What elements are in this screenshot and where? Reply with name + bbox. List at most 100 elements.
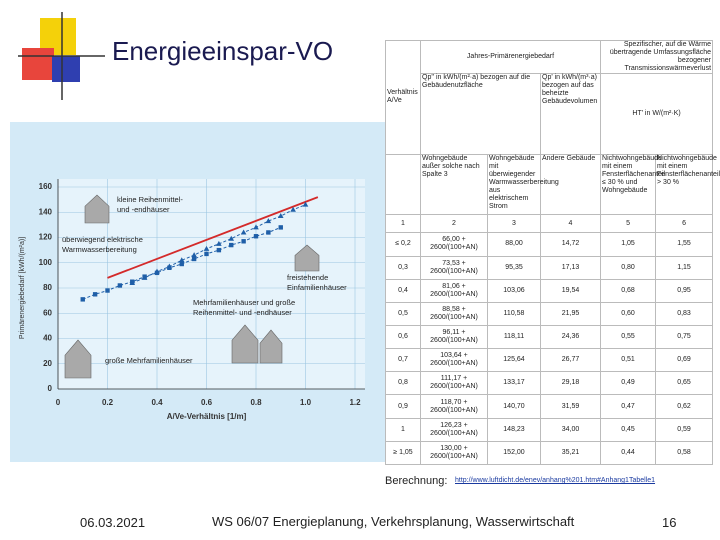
marker [92,292,98,297]
table-cell: 0,4 [385,278,421,303]
table-cell: 0,65 [655,371,714,396]
annotation: Reihenmittel- und -endhäuser [193,308,292,317]
marker [204,251,209,257]
table-cell: Wohngebäude außer solche nach Spalte 3 [420,153,488,216]
table-cell: 66,00 + 2600/(100+AN) [420,232,488,257]
table-cell: 0,80 [600,255,657,280]
table-cell: 0,68 [600,278,657,303]
annotation: Einfamilienhäuser [287,283,347,292]
table-cell: 73,53 + 2600/(100+AN) [420,255,488,280]
annotation: freistehende [287,273,328,282]
table-cell: 2 [420,214,488,234]
y-tick-label: 0 [48,384,53,393]
x-axis-label: A/Ve-Verhältnis [1/m] [167,412,247,421]
table-cell: 1,15 [655,255,714,280]
table-row: 0,3 73,53 + 2600/(100+AN) 95,35 17,13 0,80 1,… [385,255,714,280]
table-cell: 0,3 [385,255,421,280]
date: 06.03.2021 [80,515,146,530]
table-cell: 126,23 + 2600/(100+AN) [420,417,488,442]
table-row: ≤ 0,2 66,00 + 2600/(100+AN) 88,00 14,72 1,05… [385,232,714,257]
table-cell: 24,36 [539,324,602,350]
table-cell: Andere Gebäude [539,153,602,216]
marker [241,239,246,244]
table-cell: 140,70 [487,394,541,419]
annotation: überwiegend elektrische [62,235,143,244]
marker [266,230,271,235]
x-tick-label: 0 [56,398,61,407]
table-cell: Verhältnis A/Ve [385,40,421,155]
y-tick-label: 120 [39,233,53,242]
table-cell: 0,47 [600,394,657,419]
marker [229,242,234,248]
table-row: 0,4 81,06 + 2600/(100+AN) 103,06 19,54 0,68 0… [385,278,714,303]
table: Verhältnis A/Ve Jahres-Primärenergiebedar… [385,39,720,466]
annotation: große Mehrfamilienhäuser [105,356,193,365]
table-cell: 0,55 [600,324,657,350]
table-cell: 1 [385,214,421,234]
table-cell: 1 [385,417,421,442]
table-cell: 81,06 + 2600/(100+AN) [420,278,488,303]
table-row: ≥ 1,05 130,00 + 2600/(100+AN) 152,00 35,21 0… [385,440,714,466]
table-cell: Wohngebäude mit überwiegender Warmwasser… [487,153,559,216]
table-cell: 0,44 [600,440,657,466]
marker [228,235,235,241]
table-cell: 3 [487,214,541,234]
table-cell: 21,95 [539,301,602,326]
house-icon [294,244,320,272]
table-cell: Nichtwohngebäude mit einem Fensterfläche… [655,153,720,216]
table-cell: 0,8 [385,371,421,396]
table-row: 0,7 103,64 + 2600/(100+AN) 125,64 26,77 0,51… [385,348,714,373]
marker [80,297,85,302]
marker [302,201,309,207]
y-tick-label: 40 [43,334,52,343]
table-cell: 19,54 [539,278,602,303]
slide-title: Energieeinspar-VO [112,36,334,66]
marker [216,247,222,253]
marker [154,270,160,276]
table-cell: 0,45 [600,417,657,442]
house-icon [84,194,110,224]
table-cell: 0,62 [655,394,714,419]
table-cell: 110,58 [487,301,541,326]
footer: WS 06/07 Energieplanung, Verkehrsplanung… [212,514,575,529]
y-axis-label: Primärenergiebedarf [kWh/(m²a)] [19,237,26,339]
source-link[interactable]: http://www.luftdicht.de/enev/anhang%201.… [455,477,656,484]
marker [253,224,259,230]
marker [105,288,110,293]
table-cell: Nichtwohngebäude mit einem Fensterfläche… [600,153,665,216]
table-cell: 133,17 [487,371,541,396]
house-icon [64,339,92,379]
table-row: 0,8 111,17 + 2600/(100+AN) 133,17 29,18 0,49… [385,371,714,396]
house-icon [231,324,259,364]
table-cell: 103,64 + 2600/(100+AN) [420,348,488,373]
marker [216,240,222,246]
house-icon [259,329,283,364]
marker [265,218,272,224]
page-number: 16 [662,515,677,530]
table-cell: 34,00 [539,417,602,442]
table-cell: 26,77 [539,348,602,373]
table-cell: 0,58 [655,440,714,466]
y-tick-label: 60 [43,308,52,317]
marker [130,279,135,284]
table-cell: Qp' in kWh/(m³·a) bezogen auf das beheiz… [539,73,602,155]
annotation: Warmwasserbereitung [62,245,137,254]
table-cell: 1,05 [600,232,657,257]
table-cell: 0,75 [655,324,714,350]
table-cell: 0,6 [385,324,421,350]
table-cell: 35,21 [539,440,602,466]
table-row: Wohngebäude außer solche nach Spalte 3 Wo… [385,153,720,216]
marker [191,256,197,262]
table-cell: 118,11 [487,324,541,350]
marker [167,265,172,270]
x-tick-label: 0.6 [201,398,213,407]
table-cell: 6 [655,214,714,234]
annotation: kleine Reihenmittel- [117,195,183,204]
y-tick-label: 140 [39,207,53,216]
table-row: 1 126,23 + 2600/(100+AN) 148,23 34,00 0,45 0,… [385,417,714,442]
table-row: 0,5 88,58 + 2600/(100+AN) 110,58 21,95 0,60 0… [385,301,714,326]
table-cell: 4 [539,214,602,234]
table-cell: 5 [600,214,657,234]
